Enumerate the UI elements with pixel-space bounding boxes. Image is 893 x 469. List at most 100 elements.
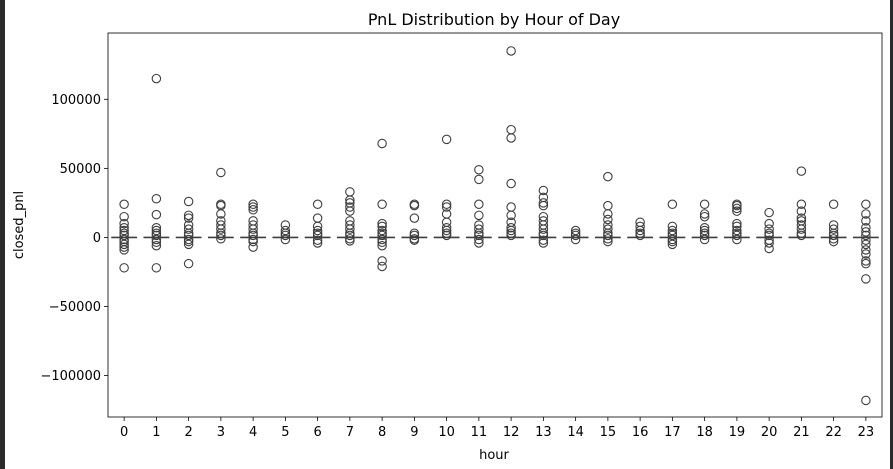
outlier-point (377, 228, 387, 239)
x-tick-label: 18 (696, 425, 713, 440)
outlier-point (248, 202, 258, 212)
outlier-point (248, 216, 258, 226)
outlier-point (183, 224, 194, 234)
outlier-point (506, 124, 516, 135)
outlier-point (506, 133, 516, 143)
outlier-point (538, 216, 549, 226)
outlier-point (506, 217, 516, 227)
outlier-point (861, 216, 871, 226)
outlier-point (764, 207, 774, 218)
outlier-point (506, 46, 516, 56)
outlier-point (861, 245, 871, 255)
outlier-point (409, 228, 420, 239)
outlier-point (151, 228, 162, 239)
x-axis-label: hour (479, 448, 509, 463)
outlier-point (828, 220, 839, 230)
x-tick-label: 23 (858, 425, 875, 440)
outlier-point (506, 178, 516, 189)
outlier-point (474, 220, 484, 230)
outlier-point (538, 211, 549, 222)
outlier-point (377, 218, 387, 229)
outlier-point (183, 258, 194, 269)
outlier-point (764, 228, 774, 239)
outlier-point (538, 235, 549, 245)
outlier-point (796, 216, 807, 226)
outlier-point (603, 209, 613, 219)
y-tick-label: 0 (93, 231, 101, 246)
outlier-point (732, 199, 742, 210)
x-tick-label: 10 (438, 425, 455, 440)
outlier-point (506, 223, 516, 233)
outlier-point (441, 223, 452, 233)
outlier-point (151, 223, 162, 233)
x-tick-label: 8 (378, 425, 386, 440)
outlier-point (474, 164, 484, 175)
outlier-point (796, 213, 807, 223)
outlier-point (409, 213, 420, 223)
outlier-point (441, 199, 452, 210)
outlier-point (699, 223, 710, 233)
outlier-point (538, 198, 549, 208)
outlier-point (119, 263, 129, 273)
outlier-point (699, 209, 710, 219)
outlier-point (861, 395, 871, 406)
outlier-point (861, 239, 871, 250)
outlier-point (570, 228, 581, 239)
outlier-point (699, 234, 710, 245)
x-tick-label: 21 (793, 425, 810, 440)
outlier-point (635, 228, 645, 239)
outlier-point (764, 235, 774, 245)
outlier-point (441, 202, 452, 212)
outlier-point (377, 199, 387, 210)
outlier-point (312, 235, 323, 245)
outlier-point (474, 174, 484, 185)
outlier-point (603, 214, 613, 225)
outlier-point (796, 166, 807, 176)
outlier-point (635, 230, 645, 241)
outlier-point (474, 199, 484, 210)
outlier-point (732, 234, 742, 245)
outlier-point (248, 234, 258, 245)
y-tick-label: −100000 (40, 369, 101, 384)
y-tick-label: 100000 (51, 93, 101, 108)
outlier-point (603, 234, 613, 244)
outlier-point (667, 199, 678, 210)
outlier-point (732, 218, 742, 229)
outlier-point (119, 228, 129, 239)
outlier-point (312, 213, 323, 223)
x-tick-label: 3 (217, 425, 225, 440)
outlier-point (151, 263, 162, 273)
outlier-point (861, 249, 871, 259)
outlier-point (119, 223, 129, 233)
outlier-point (216, 216, 226, 226)
outlier-point (151, 73, 162, 84)
outlier-point (441, 209, 452, 219)
outlier-point (699, 211, 710, 222)
outlier-point (345, 187, 355, 197)
x-tick-label: 17 (664, 425, 681, 440)
outlier-point (216, 199, 226, 210)
outlier-point (732, 203, 742, 214)
outlier-point (377, 256, 387, 266)
outlier-point (377, 221, 387, 232)
outlier-point (538, 238, 549, 248)
outlier-point (667, 225, 678, 236)
outlier-point (345, 202, 355, 212)
outlier-point (183, 213, 194, 223)
outlier-point (183, 234, 194, 245)
x-tick-label: 9 (410, 425, 418, 440)
outlier-point (216, 167, 226, 178)
outlier-point (732, 225, 742, 236)
outlier-point (248, 205, 258, 215)
outlier-point (377, 138, 387, 149)
outlier-point (699, 225, 710, 236)
outlier-point (667, 228, 678, 239)
outlier-point (667, 221, 678, 232)
outlier-point (861, 256, 871, 266)
outlier-point (441, 134, 452, 145)
outlier-point (119, 218, 129, 229)
x-tick-label: 5 (281, 425, 289, 440)
outlier-point (377, 225, 387, 236)
x-tick-label: 6 (313, 425, 321, 440)
